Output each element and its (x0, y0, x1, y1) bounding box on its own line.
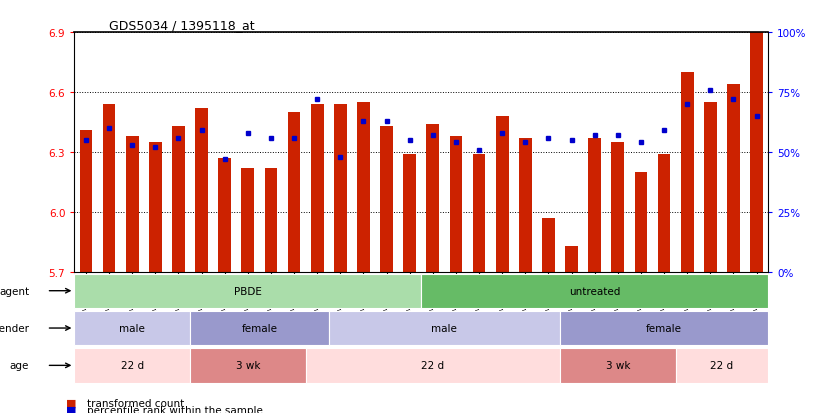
Bar (676, 348, 768, 382)
Bar (126, 137, 139, 273)
Bar (149, 143, 162, 273)
Text: male: male (431, 323, 458, 333)
Text: percentile rank within the sample: percentile rank within the sample (87, 405, 263, 413)
Bar (611, 143, 624, 273)
Bar (657, 155, 671, 273)
Bar (449, 137, 463, 273)
Bar (74, 311, 190, 345)
Bar (241, 169, 254, 273)
Text: gender: gender (0, 323, 29, 333)
Bar (560, 311, 768, 345)
Bar (74, 348, 190, 382)
Bar (79, 131, 93, 273)
Text: agent: agent (0, 286, 29, 296)
Bar (380, 127, 393, 273)
Bar (334, 105, 347, 273)
Text: 22 d: 22 d (421, 361, 444, 370)
Bar (704, 103, 717, 273)
Text: transformed count: transformed count (87, 398, 184, 408)
Bar (565, 247, 578, 273)
Text: untreated: untreated (569, 286, 620, 296)
Bar (190, 348, 306, 382)
Bar (542, 218, 555, 273)
Bar (496, 117, 509, 273)
Bar (519, 139, 532, 273)
Bar (403, 155, 416, 273)
Bar (727, 85, 740, 273)
Bar (74, 274, 421, 308)
Bar (306, 348, 560, 382)
Text: 22 d: 22 d (710, 361, 733, 370)
Bar (588, 139, 601, 273)
Bar (750, 33, 763, 273)
Bar (172, 127, 185, 273)
Text: PBDE: PBDE (234, 286, 262, 296)
Text: GDS5034 / 1395118_at: GDS5034 / 1395118_at (109, 19, 254, 32)
Text: 22 d: 22 d (121, 361, 144, 370)
Bar (421, 274, 768, 308)
Text: age: age (10, 361, 29, 370)
Text: ■: ■ (66, 405, 77, 413)
Text: female: female (241, 323, 278, 333)
Bar (311, 105, 324, 273)
Text: 3 wk: 3 wk (235, 361, 260, 370)
Text: ■: ■ (66, 398, 77, 408)
Bar (287, 113, 301, 273)
Bar (218, 159, 231, 273)
Bar (190, 311, 329, 345)
Bar (634, 173, 648, 273)
Bar (195, 109, 208, 273)
Text: female: female (646, 323, 682, 333)
Bar (426, 125, 439, 273)
Bar (329, 311, 560, 345)
Text: 3 wk: 3 wk (605, 361, 630, 370)
Text: male: male (119, 323, 145, 333)
Bar (681, 73, 694, 273)
Bar (472, 155, 486, 273)
Bar (102, 105, 116, 273)
Bar (560, 348, 676, 382)
Bar (357, 103, 370, 273)
Bar (264, 169, 278, 273)
